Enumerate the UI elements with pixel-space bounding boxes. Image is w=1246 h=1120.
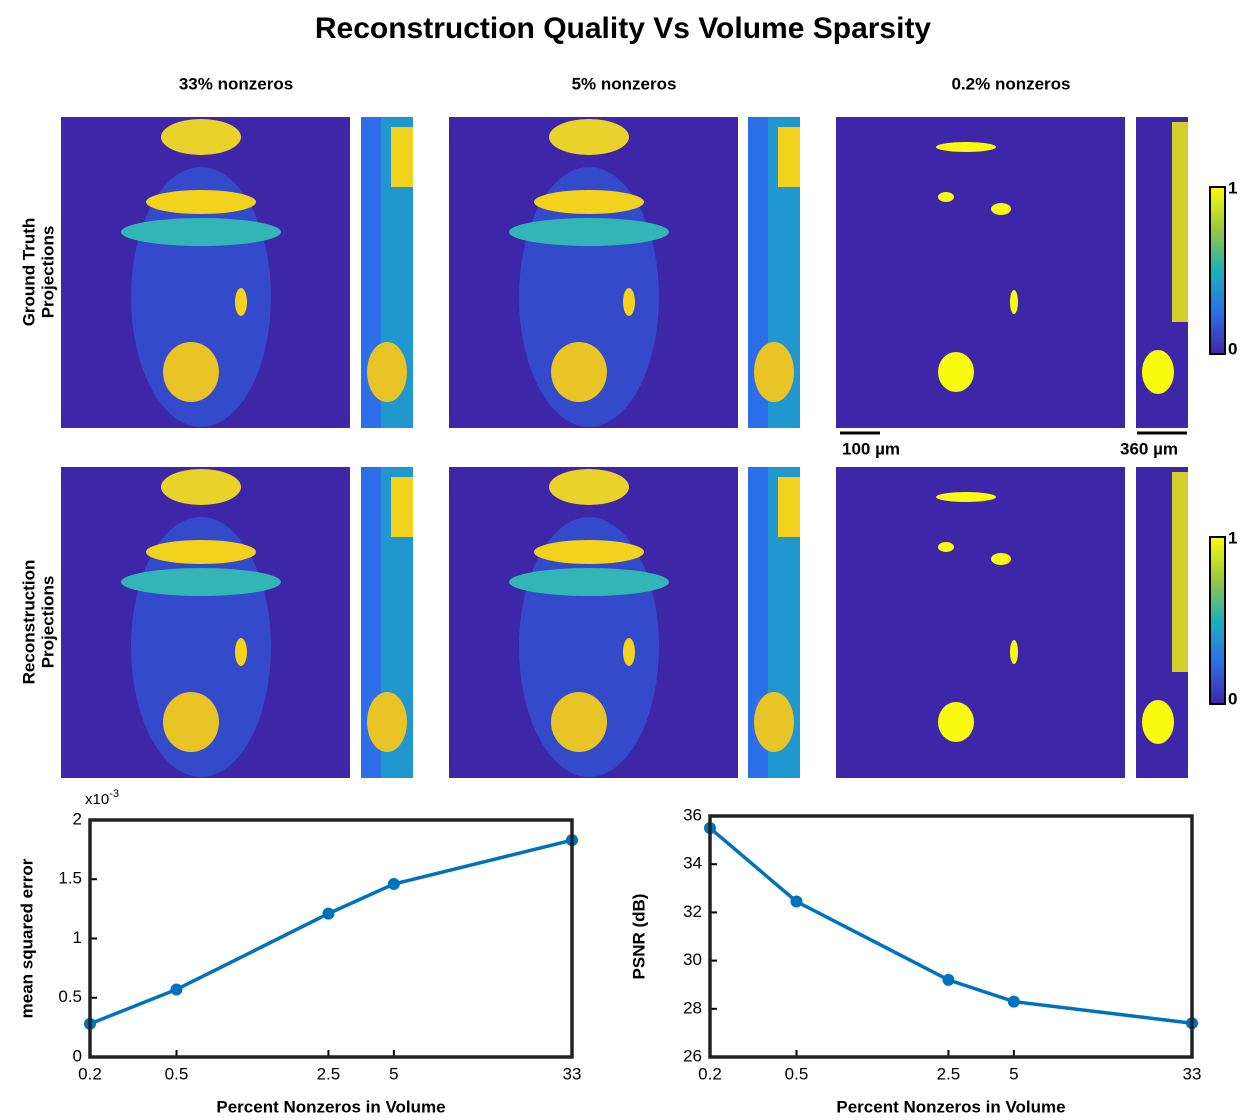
- y-tick-label: 0.5: [58, 987, 82, 1006]
- side-image: [361, 467, 413, 778]
- x-tick-label: 2.5: [317, 1064, 341, 1083]
- data-point: [387, 877, 400, 890]
- data-point: [322, 907, 335, 920]
- y-tick-label: 1: [73, 928, 82, 947]
- row-label: Projections: [38, 226, 57, 319]
- axes-box: [88, 818, 574, 1059]
- y-tick-label: 1.5: [58, 869, 82, 888]
- x-tick-label: 0.2: [698, 1064, 722, 1083]
- y-multiplier: x10-3: [85, 788, 119, 808]
- x-tick-label: 5: [1009, 1064, 1018, 1083]
- side-image: [1136, 467, 1188, 778]
- data-point: [942, 973, 955, 986]
- x-tick-label: 33: [1183, 1064, 1202, 1083]
- row-label: Reconstruction: [19, 560, 38, 685]
- y-tick-label: 34: [683, 854, 702, 873]
- side-image: [748, 117, 800, 428]
- data-point: [170, 983, 183, 996]
- colorbar: [1209, 536, 1226, 705]
- y-tick-label: 0: [73, 1046, 82, 1065]
- colorbar-tick: 0: [1228, 339, 1237, 358]
- y-tick-label: 2: [73, 809, 82, 828]
- x-tick-label: 0.5: [165, 1064, 189, 1083]
- colorbar-tick: 1: [1228, 178, 1237, 197]
- x-tick-label: 0.2: [78, 1064, 102, 1083]
- x-tick-label: 2.5: [937, 1064, 961, 1083]
- column-label: 33% nonzeros: [179, 74, 293, 93]
- y-tick-label: 28: [683, 998, 702, 1017]
- y-tick-label: 32: [683, 902, 702, 921]
- title: Reconstruction Quality Vs Volume Sparsit…: [315, 12, 932, 45]
- x-tick-label: 5: [389, 1064, 398, 1083]
- projection-image: [61, 117, 350, 428]
- x-tick-label: 33: [563, 1064, 582, 1083]
- column-label: 0.2% nonzeros: [951, 74, 1070, 93]
- y-tick-label: 30: [683, 950, 702, 969]
- side-image: [748, 467, 800, 778]
- y-tick-label: 26: [683, 1046, 702, 1065]
- x-axis-label: Percent Nonzeros in Volume: [836, 1097, 1065, 1116]
- scale-label: 360 µm: [1120, 439, 1178, 458]
- axes-box: [708, 814, 1194, 1059]
- projection-image: [836, 467, 1125, 778]
- side-image: [361, 117, 413, 428]
- data-line: [708, 826, 1193, 1025]
- colorbar-tick: 1: [1228, 528, 1237, 547]
- colorbar: [1209, 186, 1226, 355]
- x-axis-label: Percent Nonzeros in Volume: [216, 1097, 445, 1116]
- image-grid: [61, 117, 1188, 778]
- data-point: [1007, 995, 1020, 1008]
- projection-image: [449, 117, 738, 428]
- y-multiplier-exponent: -3: [109, 788, 119, 800]
- projection-image: [449, 467, 738, 778]
- row-label: Ground Truth: [19, 218, 38, 327]
- projection-image: [61, 467, 350, 778]
- x-tick-label: 0.5: [785, 1064, 809, 1083]
- side-image: [1136, 117, 1188, 428]
- data-line: [89, 838, 573, 1026]
- y-axis-label: mean squared error: [17, 858, 36, 1018]
- projection-image: [836, 117, 1125, 428]
- y-tick-label: 36: [683, 805, 702, 824]
- data-point: [790, 895, 803, 908]
- row-label: Projections: [38, 576, 57, 669]
- colorbar-tick: 0: [1228, 689, 1237, 708]
- column-label: 5% nonzeros: [572, 74, 677, 93]
- scale-label: 100 µm: [842, 439, 900, 458]
- y-multiplier-base: x10: [85, 791, 109, 808]
- y-axis-label: PSNR (dB): [629, 894, 648, 980]
